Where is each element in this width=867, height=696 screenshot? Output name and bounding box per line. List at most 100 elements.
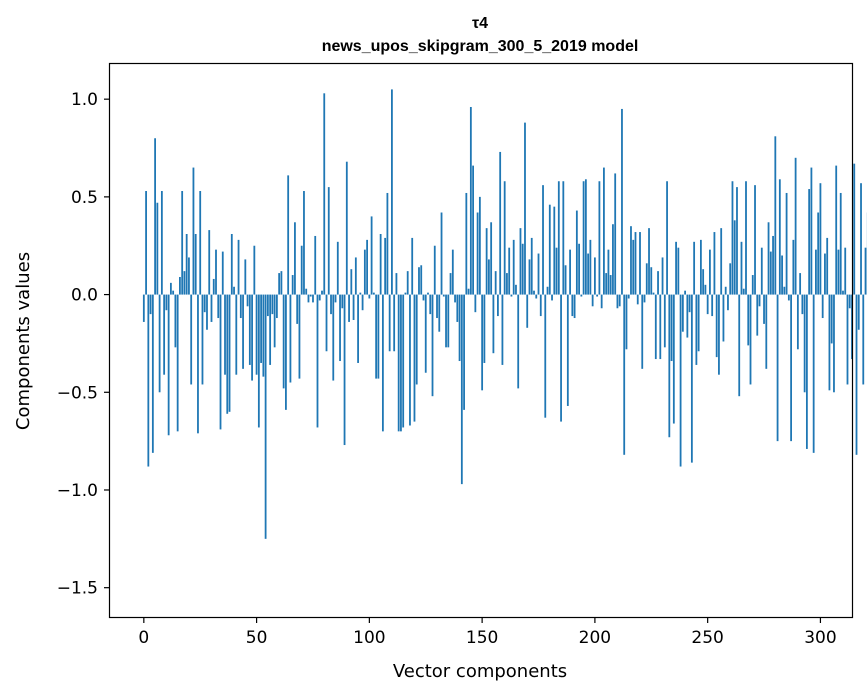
bar <box>485 228 488 295</box>
bar <box>521 243 524 295</box>
bar <box>307 294 310 303</box>
bar <box>591 294 594 307</box>
bar <box>291 275 294 295</box>
bar <box>787 294 790 301</box>
bar <box>217 294 220 319</box>
bar <box>145 191 147 295</box>
bar <box>400 294 402 432</box>
bar <box>388 294 391 352</box>
bar <box>224 294 226 375</box>
bar <box>697 294 700 352</box>
bar <box>501 294 504 365</box>
bar <box>361 294 364 311</box>
bar <box>537 253 540 295</box>
x-tick-label: 150 <box>466 628 498 648</box>
bar <box>197 294 199 434</box>
bar <box>226 294 229 414</box>
bar <box>151 294 154 453</box>
bar <box>192 167 195 295</box>
bar <box>767 222 770 295</box>
bar <box>359 292 362 295</box>
bar <box>487 259 490 295</box>
bar <box>727 294 729 311</box>
bar <box>774 136 777 295</box>
bar <box>199 191 202 295</box>
bar <box>431 294 434 397</box>
bar <box>731 181 734 295</box>
bar <box>704 284 707 295</box>
bar <box>363 249 366 295</box>
bar <box>478 196 481 295</box>
bar <box>440 212 443 295</box>
bar <box>584 179 587 295</box>
bar <box>327 187 330 295</box>
bar <box>321 290 323 295</box>
bar <box>228 294 231 412</box>
bar <box>781 255 783 295</box>
bar <box>844 247 847 295</box>
bar <box>519 228 522 295</box>
bar <box>745 181 747 295</box>
y-tick-label: 0.5 <box>71 188 98 208</box>
bar <box>688 294 691 313</box>
bar <box>422 294 425 301</box>
bar <box>278 273 281 295</box>
bar <box>404 292 407 295</box>
bar <box>260 294 262 363</box>
bar <box>589 239 592 295</box>
bar <box>384 237 387 295</box>
bar <box>147 294 150 467</box>
x-axis-ticks: 0 50 100 150 200 250 300 <box>138 617 837 648</box>
bar <box>481 294 484 391</box>
bar <box>402 294 405 428</box>
bar <box>654 294 657 360</box>
bar <box>699 239 702 295</box>
bar <box>736 187 738 295</box>
bar <box>634 232 637 295</box>
bar <box>763 294 765 324</box>
bar <box>618 294 621 307</box>
bar <box>636 294 639 305</box>
bar <box>810 167 813 295</box>
bar <box>853 163 856 295</box>
bar <box>169 282 172 295</box>
bar <box>165 294 168 311</box>
y-axis-ticks: 1.0 0.5 0.0 −0.5 −1.0 −1.5 <box>57 90 110 599</box>
bar <box>406 271 409 295</box>
bar <box>715 294 718 358</box>
bar <box>582 181 585 295</box>
bar <box>352 294 355 320</box>
bar <box>598 181 601 295</box>
bar <box>391 89 393 295</box>
bar <box>772 235 774 295</box>
bar <box>794 157 797 295</box>
bar <box>305 288 308 295</box>
bar <box>639 232 641 295</box>
bar <box>824 253 826 295</box>
bar <box>790 294 792 442</box>
bar <box>546 286 549 295</box>
bar <box>857 294 860 330</box>
bar <box>442 294 445 297</box>
bar <box>253 245 256 295</box>
bar <box>693 241 696 295</box>
bar <box>266 294 269 317</box>
bar <box>648 228 650 295</box>
plot-frame <box>108 62 854 619</box>
bar <box>411 237 414 295</box>
bar <box>357 294 359 363</box>
bar <box>381 294 384 432</box>
bar <box>467 288 470 295</box>
bar <box>415 294 418 385</box>
bar <box>709 249 711 295</box>
bar <box>555 247 558 295</box>
bar <box>174 294 177 348</box>
bar <box>803 294 806 393</box>
bar <box>354 257 357 295</box>
bar <box>273 294 276 348</box>
bar <box>512 239 515 295</box>
bar <box>677 247 680 295</box>
bar <box>542 185 544 295</box>
y-tick-label: 1.0 <box>71 90 98 110</box>
bar <box>181 191 184 295</box>
